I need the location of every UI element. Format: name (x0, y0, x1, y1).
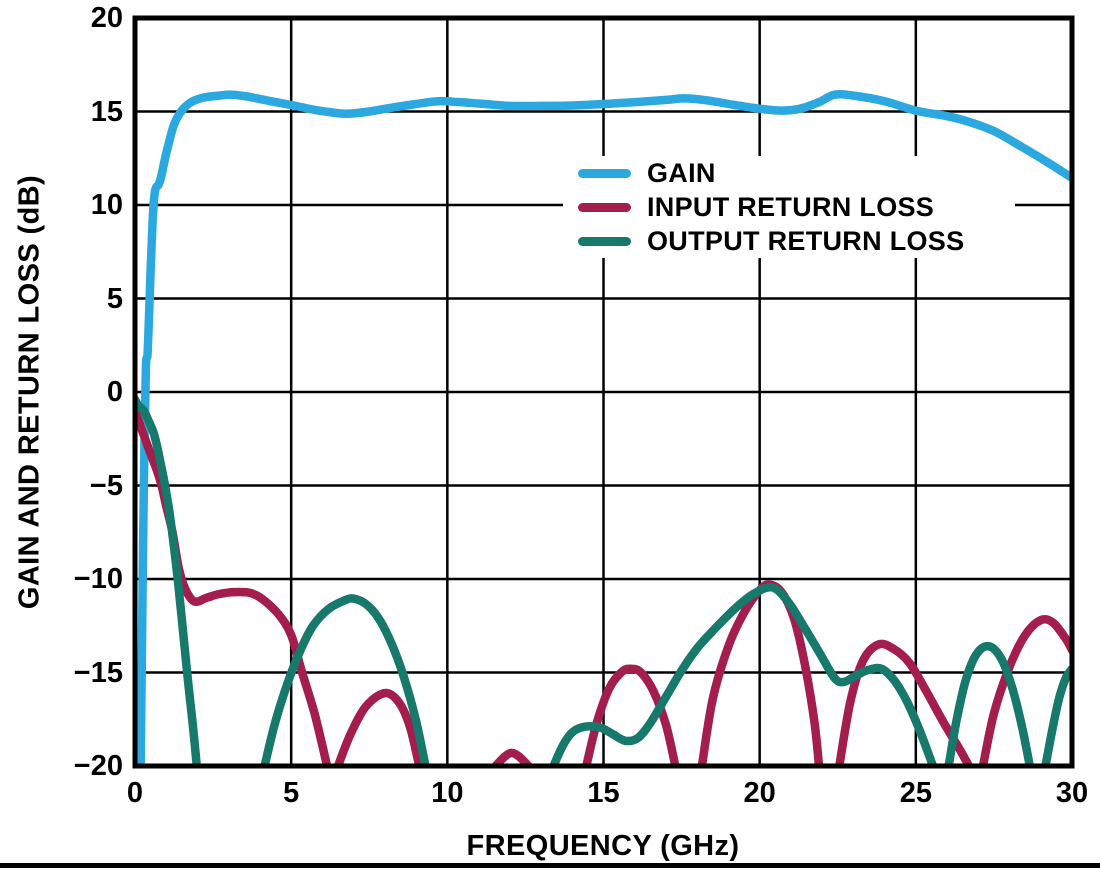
legend-label-output-return-loss: OUTPUT RETURN LOSS (647, 225, 965, 256)
output-return-loss-curve (135, 395, 202, 766)
y-tick-label: 5 (106, 282, 123, 315)
y-tick-label: −10 (73, 563, 123, 595)
legend-item-gain: GAIN (563, 156, 1015, 190)
y-tick-label: −15 (73, 656, 123, 689)
x-tick-label: 20 (743, 777, 776, 809)
y-tick-label: 15 (90, 95, 123, 128)
legend-item-input-return-loss: INPUT RETURN LOSS (563, 190, 1015, 224)
x-tick-label: 10 (431, 777, 464, 809)
input-return-loss-curve (135, 406, 332, 766)
bottom-rule (0, 863, 1100, 868)
y-tick-label: 10 (90, 189, 123, 221)
legend-swatch-gain (578, 168, 631, 178)
legend-label-input-return-loss: INPUT RETURN LOSS (647, 191, 935, 222)
y-tick-label: −20 (73, 750, 123, 782)
legend-swatch-output-return-loss (578, 236, 631, 246)
curves (135, 89, 1072, 766)
y-tick-label: −5 (89, 469, 123, 502)
x-tick-label: 0 (126, 777, 144, 809)
x-axis-title: FREQUENCY (GHz) (466, 830, 740, 862)
y-tick-label: 20 (90, 2, 123, 34)
input-return-loss-curve (582, 664, 680, 766)
y-tick-label: 0 (106, 376, 123, 408)
legend-swatch-input-return-loss (578, 202, 631, 212)
grid (133, 16, 1074, 768)
x-tick-label: 15 (587, 777, 620, 809)
legend-label-gain: GAIN (647, 157, 716, 188)
input-return-loss-curve (491, 748, 533, 766)
x-tick-label: 25 (899, 777, 932, 809)
x-tick-label: 30 (1055, 777, 1089, 809)
plot-frame (132, 15, 1075, 769)
output-return-loss-curve (1041, 664, 1072, 766)
output-return-loss-curve (944, 641, 1035, 766)
x-tick-label: 5 (283, 777, 300, 809)
input-return-loss-curve (333, 688, 424, 766)
legend: GAIN INPUT RETURN LOSS OUTPUT RETURN LOS… (563, 156, 1015, 258)
gain-curve (136, 89, 1072, 766)
input-return-loss-curve (978, 615, 1072, 766)
output-return-loss-curve (260, 594, 430, 766)
output-return-loss-curve (549, 582, 938, 766)
legend-item-output-return-loss: OUTPUT RETURN LOSS (563, 224, 1015, 258)
